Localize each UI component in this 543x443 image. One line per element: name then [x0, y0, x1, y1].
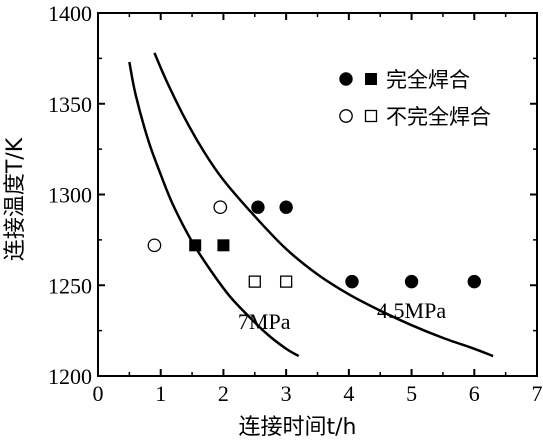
x-axis-title: 连接时间t/h	[239, 415, 357, 440]
data-point	[279, 275, 293, 288]
annotations: 7MPa 4.5MPa	[238, 298, 446, 334]
y-axis-title: 连接温度T/K	[3, 137, 28, 261]
x-tick-label: 4	[343, 381, 354, 406]
x-tick-label: 0	[93, 381, 104, 406]
x-tick-label: 1	[155, 381, 166, 406]
ticks: 0 1 2 3 4 5 6 7 1200 1250 1300 1350 1400	[48, 1, 543, 406]
legend-marker	[339, 72, 353, 86]
curve-line	[128, 61, 300, 358]
legend-marker	[365, 73, 377, 85]
data-point	[251, 200, 265, 214]
legend-label: 不完全焊合	[386, 105, 491, 129]
y-tick-label: 1200	[48, 364, 92, 389]
data-points	[147, 200, 481, 289]
data-point	[467, 274, 481, 289]
data-point	[147, 238, 162, 253]
curves	[128, 52, 494, 358]
x-tick-label: 5	[406, 381, 417, 406]
data-point	[248, 275, 261, 288]
legend-marker	[364, 109, 378, 123]
plot-frame	[97, 12, 538, 377]
curve-line	[153, 52, 494, 358]
y-tick-label: 1300	[48, 183, 92, 208]
data-point	[345, 274, 359, 289]
y-tick-label: 1400	[48, 1, 92, 26]
data-point	[213, 200, 228, 215]
x-tick-label: 6	[469, 381, 480, 406]
data-point	[189, 239, 202, 252]
x-tick-label: 3	[281, 381, 292, 406]
data-point	[217, 239, 230, 252]
data-point	[404, 274, 419, 289]
legend-label: 完全焊合	[386, 68, 470, 92]
curve-label: 7MPa	[238, 309, 291, 334]
y-tick-label: 1350	[48, 92, 92, 117]
data-point	[279, 200, 293, 214]
x-tick-label: 7	[532, 381, 543, 406]
curve-label: 4.5MPa	[377, 298, 446, 323]
y-tick-label: 1250	[48, 273, 92, 298]
legend-marker	[339, 109, 353, 123]
x-tick-label: 2	[218, 381, 229, 406]
